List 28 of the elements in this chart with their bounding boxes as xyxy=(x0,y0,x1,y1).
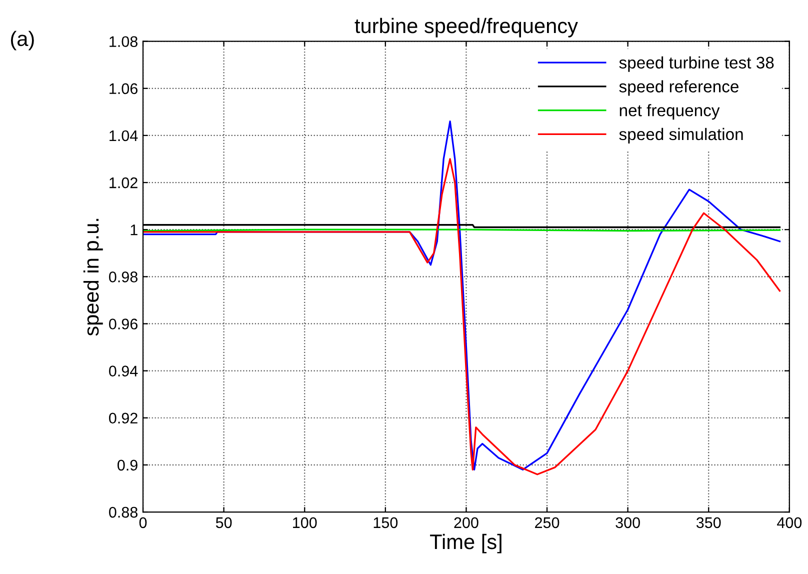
x-tick-label: 150 xyxy=(374,517,398,528)
y-tick-label: 0.98 xyxy=(109,272,138,282)
y-tick-label: 0.88 xyxy=(109,506,138,518)
y-tick-label: 0.92 xyxy=(109,412,138,424)
legend-label: speed simulation xyxy=(619,128,743,144)
x-tick-label: 250 xyxy=(535,517,560,528)
text: (a) xyxy=(10,30,34,50)
y-tick-label: 0.96 xyxy=(109,318,138,330)
legend-label: speed turbine test 38 xyxy=(619,56,774,72)
y-tick-label: 1 xyxy=(130,224,138,236)
chart-title: turbine speed/frequency xyxy=(354,18,578,38)
y-tick-label: 0.9 xyxy=(118,460,138,471)
x-axis-title: Time [s] xyxy=(430,534,502,554)
legend-label: speed reference xyxy=(619,80,738,96)
legend-label: net frequency xyxy=(620,104,720,120)
y-axis-title: speed in p.u. xyxy=(83,218,103,336)
x-tick-label: 300 xyxy=(616,517,640,528)
x-tick-label: 50 xyxy=(216,517,232,528)
y-tick-label: 1.08 xyxy=(110,36,138,48)
y-tick-label: 1.04 xyxy=(110,130,138,142)
x-tick-label: 400 xyxy=(777,517,802,528)
y-tick-label: 1.02 xyxy=(110,177,138,188)
x-tick-label: 100 xyxy=(293,517,317,528)
x-tick-label: 200 xyxy=(454,517,478,528)
x-tick-label: 350 xyxy=(696,517,721,528)
y-tick-label: 1.06 xyxy=(110,83,138,94)
y-tick-label: 0.94 xyxy=(109,366,138,376)
x-tick-label: 0 xyxy=(139,517,147,528)
